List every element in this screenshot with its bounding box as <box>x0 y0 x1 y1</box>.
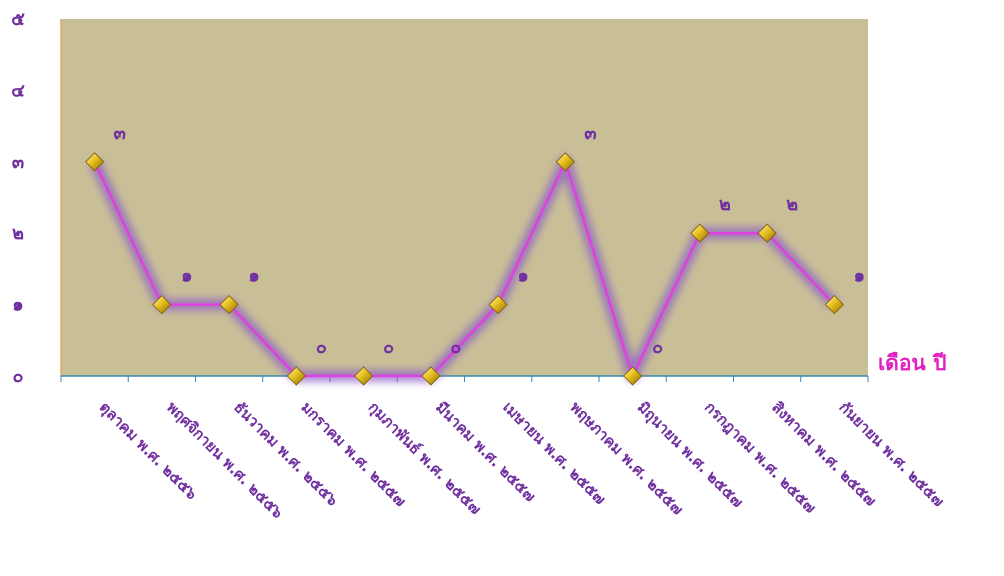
data-label: ๒ <box>786 194 798 215</box>
data-point-marker <box>757 223 777 243</box>
data-point-marker <box>219 295 239 315</box>
y-tick-label: ๕ <box>11 9 25 30</box>
x-tick-label: พฤษภาคม พ.ศ. ๒๕๕๗ <box>567 398 687 518</box>
data-label: ๐ <box>316 337 327 358</box>
series-line <box>85 152 844 386</box>
data-point-marker <box>152 295 172 315</box>
x-tick-label: พฤศจิกายน พ.ศ. ๒๕๕๖ <box>163 398 287 522</box>
data-point-marker <box>690 223 710 243</box>
data-point-marker <box>824 295 844 315</box>
y-tick-label: ๐ <box>13 366 24 387</box>
data-label: ๑ <box>517 266 528 287</box>
data-label: ๑ <box>854 266 865 287</box>
y-tick-label: ๔ <box>11 80 25 101</box>
data-point-marker <box>354 366 374 386</box>
data-label: ๒ <box>719 194 731 215</box>
x-axis-title: เดือน ปี <box>878 351 946 375</box>
y-tick-label: ๒ <box>12 223 24 244</box>
series-line-path <box>93 160 836 378</box>
data-label: ๑ <box>248 266 259 287</box>
data-label: ๐ <box>383 337 394 358</box>
data-point-marker <box>623 366 643 386</box>
data-point-marker <box>421 366 441 386</box>
y-tick-label: ๑ <box>12 295 23 316</box>
x-tick-label: กรกฎาคม พ.ศ. ๒๕๕๗ <box>701 398 820 517</box>
y-axis-ticks: ๐ ๑ ๒ ๓ ๔ ๕ <box>11 9 25 387</box>
data-label: ๓ <box>584 123 596 144</box>
data-label: ๐ <box>450 337 461 358</box>
data-label: ๐ <box>652 337 663 358</box>
data-point-marker <box>488 295 508 315</box>
data-point-marker <box>85 152 105 172</box>
data-label: ๓ <box>113 123 125 144</box>
x-tick-label: กุมภาพันธ์ พ.ศ. ๒๕๕๗ <box>364 398 485 519</box>
plot-area <box>61 19 868 376</box>
data-point-marker <box>555 152 575 172</box>
data-point-marker <box>286 366 306 386</box>
data-labels: ๓๑ ๑๐ ๐ ๐ ๑ ๓๐ ๒ ๒๑ <box>113 123 865 358</box>
y-tick-label: ๓ <box>12 152 24 173</box>
x-axis <box>60 375 869 382</box>
data-label: ๑ <box>181 266 192 287</box>
